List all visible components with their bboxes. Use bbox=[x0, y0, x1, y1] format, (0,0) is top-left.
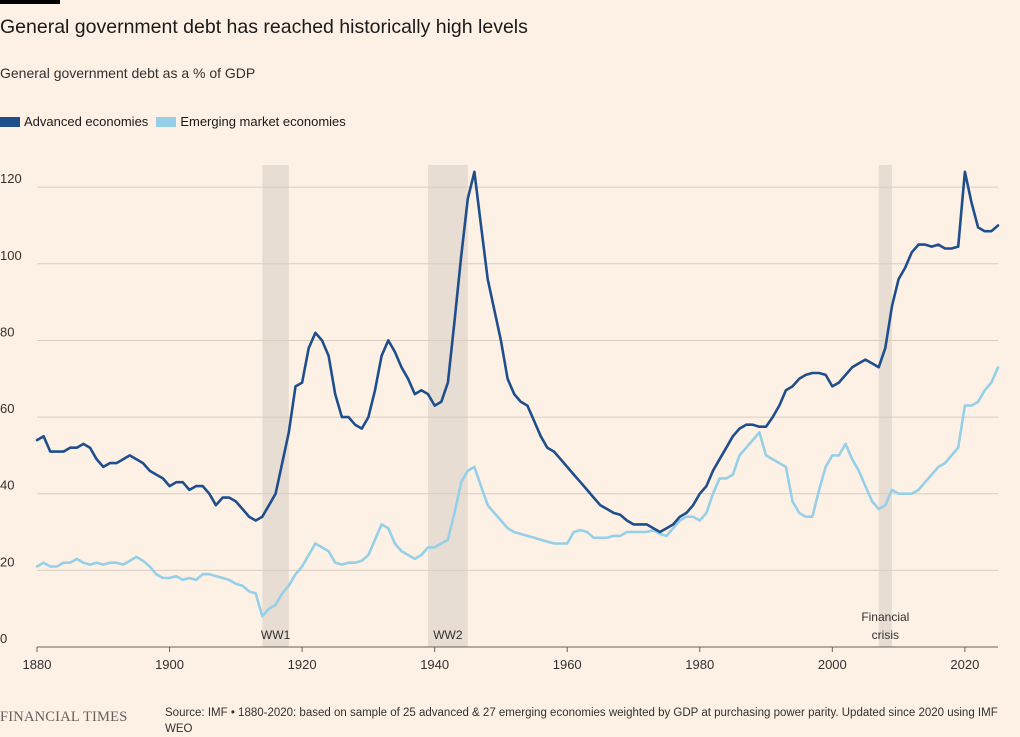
line-chart: 0 20 40 60 80 100 120 1880 1900 1920 1940 1960 1980 2… bbox=[0, 165, 1000, 672]
y-tick-label: 20 bbox=[0, 554, 14, 569]
y-tick-label: 100 bbox=[0, 248, 22, 263]
y-tick-label: 60 bbox=[0, 401, 14, 416]
shaded-period-2 bbox=[878, 165, 892, 647]
chart-subtitle: General government debt as a % of GDP bbox=[0, 65, 256, 81]
legend-label-advanced: Advanced economies bbox=[24, 114, 149, 129]
shaded-period-label: crisis bbox=[872, 628, 899, 642]
x-tick-label: 1920 bbox=[288, 657, 317, 672]
y-tick-label: 40 bbox=[0, 478, 14, 493]
shaded-period-label: WW2 bbox=[433, 628, 463, 642]
x-tick-label: 1940 bbox=[420, 657, 449, 672]
legend-label-emerging: Emerging market economies bbox=[180, 114, 346, 129]
x-tick-label: 1960 bbox=[553, 657, 582, 672]
legend-item-advanced: Advanced economies bbox=[0, 114, 148, 129]
series-line-advanced bbox=[35, 170, 1000, 534]
legend-item-emerging: Emerging market economies bbox=[156, 114, 346, 129]
source-note: Source: IMF • 1880-2020: based on sample… bbox=[165, 707, 998, 735]
x-tick-label: 1980 bbox=[685, 657, 714, 672]
x-tick-label: 2000 bbox=[818, 657, 847, 672]
shaded-period-0 bbox=[262, 165, 289, 647]
y-tick-label: 120 bbox=[0, 171, 22, 186]
shaded-period-label: Financial bbox=[861, 610, 909, 624]
shaded-period-label: WW1 bbox=[261, 628, 291, 642]
y-tick-label: 80 bbox=[0, 324, 14, 339]
legend-swatch-advanced bbox=[0, 116, 20, 127]
chart-title: General government debt has reached hist… bbox=[0, 16, 528, 38]
x-tick-label: 2020 bbox=[950, 657, 979, 672]
legend: Advanced economies Emerging market econo… bbox=[0, 114, 354, 129]
x-tick-label: 1880 bbox=[23, 657, 52, 672]
ft-logo: FINANCIAL TIMES bbox=[0, 709, 128, 725]
y-tick-label: 0 bbox=[0, 631, 7, 646]
ft-accent-bar bbox=[0, 0, 60, 4]
x-tick-label: 1900 bbox=[155, 657, 184, 672]
legend-swatch-emerging bbox=[156, 116, 177, 127]
series-line-emerging bbox=[35, 366, 1000, 618]
